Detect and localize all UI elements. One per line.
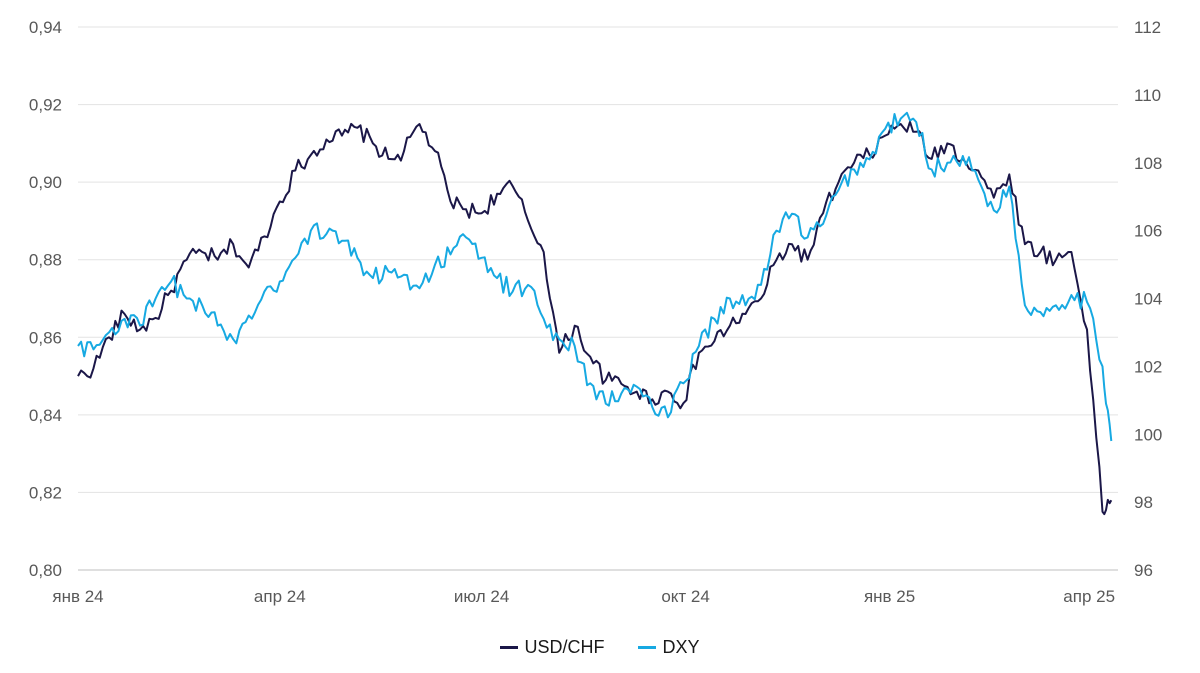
legend-label-usdchf: USD/CHF: [524, 636, 605, 657]
x-tick-label: апр 24: [254, 587, 306, 606]
legend-swatch-usdchf: [500, 645, 519, 649]
y-left-tick-label: 0,84: [29, 406, 62, 425]
y-right-tick-label: 112: [1134, 18, 1161, 37]
legend-label-dxy: DXY: [662, 636, 700, 657]
x-axis: янв 24 апр 24 июл 24 окт 24 янв 25 апр 25: [52, 587, 1115, 606]
gridlines: [78, 26, 1118, 571]
legend-swatch-dxy: [638, 645, 657, 649]
y-left-tick-label: 0,80: [29, 561, 62, 580]
left-y-axis: 0,80 0,82 0,84 0,86 0,88 0,90 0,92 0,94: [29, 18, 62, 580]
y-left-tick-label: 0,86: [29, 328, 62, 347]
y-left-tick-label: 0,92: [29, 96, 62, 115]
y-left-tick-label: 0,82: [29, 483, 62, 502]
y-right-tick-label: 104: [1134, 290, 1162, 309]
x-tick-label: окт 24: [661, 587, 710, 606]
legend: USD/CHF DXY: [0, 632, 1200, 662]
series-lines: [77, 111, 1113, 516]
right-y-axis: 96 98 100 102 104 106 108 110 112: [1134, 18, 1162, 580]
y-right-tick-label: 102: [1134, 357, 1162, 376]
y-left-tick-label: 0,94: [29, 18, 62, 37]
series-line-usdchf: [77, 120, 1113, 516]
series-line-dxy: [77, 111, 1113, 442]
x-tick-label: янв 25: [864, 587, 915, 606]
y-right-tick-label: 100: [1134, 425, 1162, 444]
y-left-tick-label: 0,88: [29, 251, 62, 270]
y-right-tick-label: 96: [1134, 561, 1153, 580]
x-tick-label: янв 24: [52, 587, 103, 606]
y-right-tick-label: 98: [1134, 493, 1153, 512]
legend-item-usdchf: USD/CHF: [500, 637, 604, 658]
line-chart: 0,80 0,82 0,84 0,86 0,88 0,90 0,92 0,94 96 98 100…: [29, 18, 1162, 606]
x-tick-label: апр 25: [1063, 587, 1115, 606]
x-tick-label: июл 24: [454, 587, 509, 606]
y-right-tick-label: 110: [1134, 86, 1161, 105]
y-right-tick-label: 108: [1134, 154, 1162, 173]
y-left-tick-label: 0,90: [29, 173, 62, 192]
y-right-tick-label: 106: [1134, 222, 1162, 241]
legend-item-dxy: DXY: [638, 636, 700, 658]
